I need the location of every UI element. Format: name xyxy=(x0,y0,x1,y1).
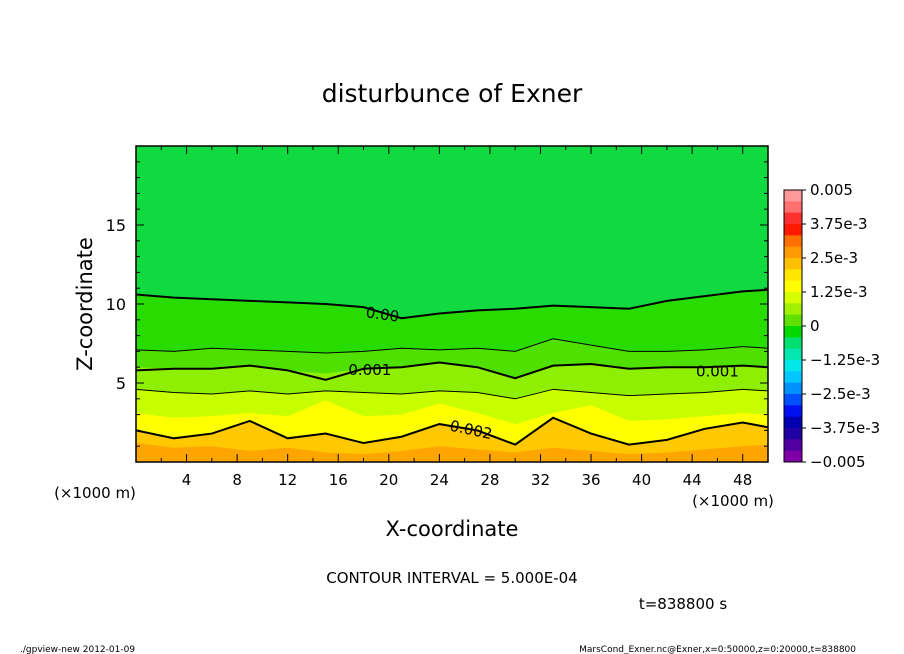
x-tick-label: 36 xyxy=(581,471,600,489)
colorbar-label: 0.005 xyxy=(810,181,853,199)
chart-title: disturbunce of Exner xyxy=(322,79,583,108)
contour-band xyxy=(136,443,768,462)
contour-line xyxy=(136,416,768,446)
y-tick-label: 5 xyxy=(116,374,126,393)
colorbar-segment xyxy=(784,212,802,225)
colorbar-label: −3.75e-3 xyxy=(810,419,880,437)
y-tick-label: 10 xyxy=(106,295,126,314)
x-tick-label: 48 xyxy=(733,471,752,489)
colorbar-segment xyxy=(784,382,802,395)
colorbar-segment xyxy=(784,224,802,236)
colorbar-segment xyxy=(784,280,802,293)
colorbar-segment xyxy=(784,371,802,384)
colorbar-labels: 0.005 3.75e-3 2.5e-3 1.25e-3 0 −1.25e-3 −2.5e-… xyxy=(802,181,880,471)
x-tick-label: 16 xyxy=(329,471,348,489)
colorbar-segment xyxy=(784,190,802,202)
contour-label: 0.00 xyxy=(365,303,401,325)
x-tick-label: 40 xyxy=(632,471,651,489)
contour-line xyxy=(136,361,768,381)
colorbar-segment xyxy=(784,326,802,338)
colorbar-segment xyxy=(784,201,802,214)
colorbar-segment xyxy=(784,450,802,463)
colorbar-segment xyxy=(784,360,802,372)
colorbar-segment xyxy=(784,235,802,248)
x-unit-left: (×1000 m) xyxy=(54,484,136,502)
colorbar-segment xyxy=(784,269,802,282)
colorbar-segment xyxy=(784,292,802,304)
contour-interval-text: CONTOUR INTERVAL = 5.000E-04 xyxy=(326,569,577,587)
x-tick-label: 32 xyxy=(531,471,550,489)
contour-line xyxy=(136,288,768,320)
x-axis-ticks: 4 8 12 16 20 24 28 32 36 40 44 48 xyxy=(160,146,752,489)
y-axis-label: Z-coordinate xyxy=(73,237,97,371)
x-axis-label: X-coordinate xyxy=(386,517,519,541)
colorbar-segment xyxy=(784,428,802,440)
contour-line xyxy=(136,338,768,354)
x-tick-label: 12 xyxy=(278,471,297,489)
colorbar-segment xyxy=(784,405,802,418)
x-tick-label: 28 xyxy=(480,471,499,489)
colorbar-label: −0.005 xyxy=(810,453,866,471)
colorbar-segment xyxy=(784,439,802,452)
x-unit-right: (×1000 m) xyxy=(692,492,774,510)
contour-label: 0.001 xyxy=(696,362,739,380)
x-tick-label: 20 xyxy=(379,471,398,489)
colorbar-segment xyxy=(784,337,802,350)
colorbar-segment xyxy=(784,258,802,270)
contour-line xyxy=(136,388,768,400)
colorbar-segment xyxy=(784,246,802,259)
colorbar-label: 0 xyxy=(810,317,820,335)
colorbar-label: 1.25e-3 xyxy=(810,283,868,301)
colorbar-segment xyxy=(784,303,802,316)
filled-contours xyxy=(136,146,768,462)
colorbar xyxy=(783,189,803,463)
x-tick-label: 4 xyxy=(182,471,192,489)
time-text: t=838800 s xyxy=(639,595,727,613)
footer-right: MarsCond_Exner.nc@Exner,x=0:50000,z=0:20… xyxy=(579,645,856,654)
contour-label: 0.001 xyxy=(348,361,391,379)
colorbar-label: 2.5e-3 xyxy=(810,249,858,267)
y-axis-ticks: 5 10 15 xyxy=(106,161,768,447)
colorbar-label: 3.75e-3 xyxy=(810,215,868,233)
colorbar-segment xyxy=(784,348,802,361)
footer-left: ./gpview-new 2012-01-09 xyxy=(20,645,135,654)
x-tick-label: 24 xyxy=(430,471,449,489)
x-tick-label: 44 xyxy=(683,471,702,489)
colorbar-label: −2.5e-3 xyxy=(810,385,871,403)
colorbar-segment xyxy=(784,394,802,406)
colorbar-segment xyxy=(784,416,802,429)
colorbar-label: −1.25e-3 xyxy=(810,351,880,369)
y-tick-label: 15 xyxy=(106,216,126,235)
colorbar-segment xyxy=(784,314,802,327)
x-tick-label: 8 xyxy=(232,471,242,489)
contour-lines xyxy=(136,288,768,446)
